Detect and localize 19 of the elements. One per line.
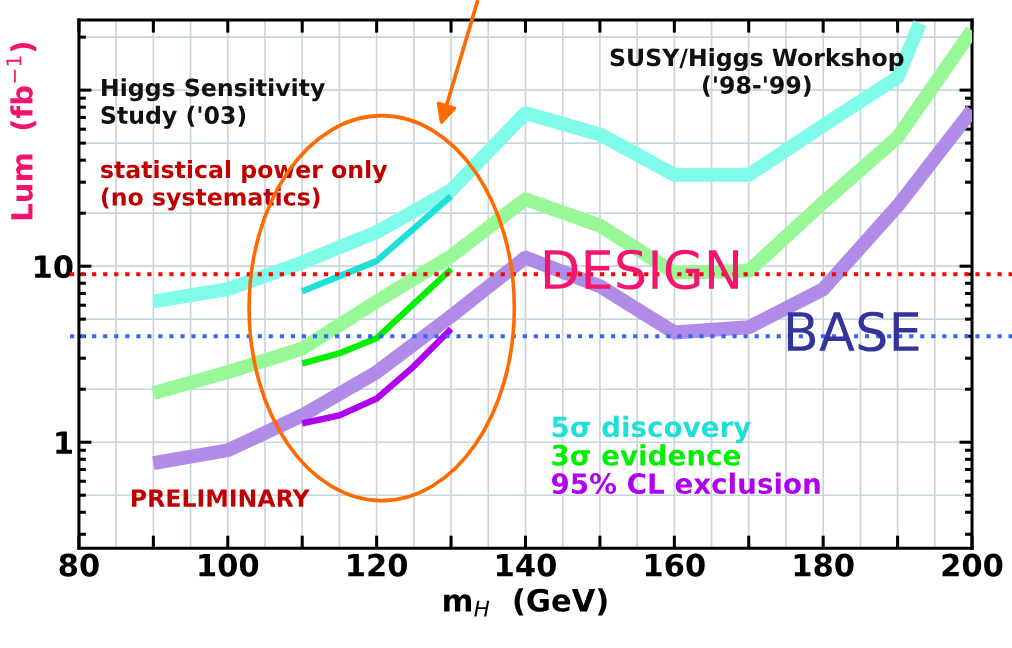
x-tick-label: 120: [348, 553, 408, 577]
x-tick-label: 180: [794, 553, 854, 577]
text: 3σ evidence: [552, 444, 741, 466]
x-tick-label: 140: [497, 553, 556, 577]
y-tick-label: 10: [35, 255, 73, 279]
y-tick-label: 1: [56, 431, 72, 454]
ref-line-label: DESIGN: [544, 249, 739, 290]
ref-line-label: BASE: [787, 311, 919, 352]
x-tick-label: 200: [942, 553, 1003, 577]
x-tick-label: 100: [199, 553, 259, 577]
x-tick-label: 80: [59, 553, 99, 577]
annotation: Higgs Sensitivity Study ('03): [101, 78, 325, 129]
text: 95% CL exclusion: [551, 472, 820, 495]
x-tick-label: 160: [645, 553, 705, 577]
annotation: SUSY/Higgs Workshop ('98-'99): [610, 48, 904, 97]
y-axis-title: Lum (fb$^{−1}$): [6, 42, 37, 220]
annotation: PRELIMINARY: [132, 489, 310, 507]
x-axis-title: m$_{H}$ (GeV): [444, 588, 607, 617]
text: 5σ discovery: [552, 415, 751, 443]
